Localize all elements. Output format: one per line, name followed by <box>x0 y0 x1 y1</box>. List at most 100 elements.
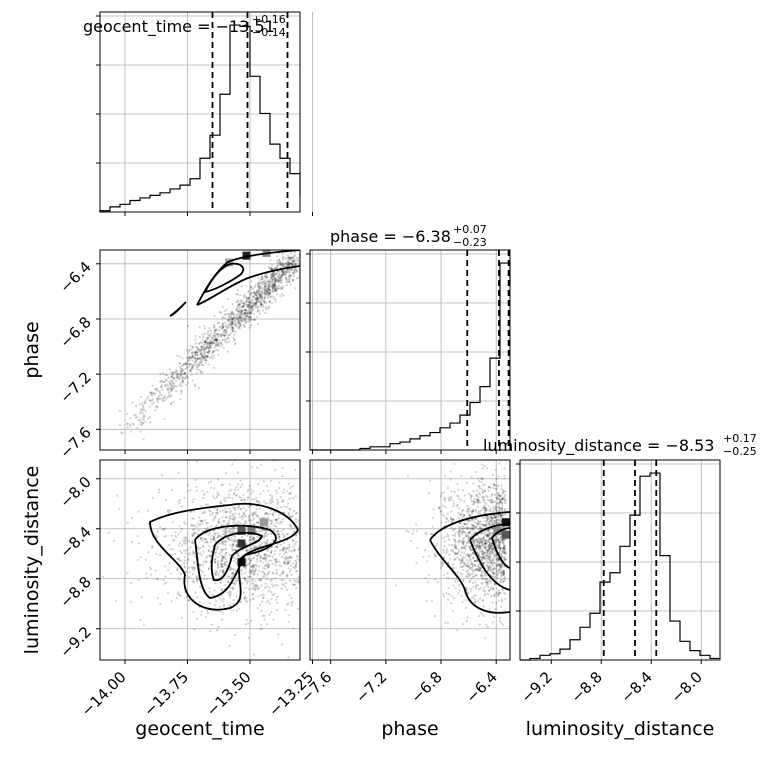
scatter-point <box>447 538 450 541</box>
scatter-point <box>268 554 271 557</box>
scatter-point <box>227 323 230 326</box>
scatter-point <box>221 316 224 319</box>
scatter-point <box>499 591 502 595</box>
scatter-point <box>247 305 250 308</box>
scatter-point <box>187 558 190 561</box>
scatter-point <box>201 355 204 359</box>
scatter-point <box>184 552 187 555</box>
scatter-point <box>219 502 223 505</box>
scatter-point <box>263 288 267 292</box>
scatter-point <box>472 490 475 493</box>
scatter-point <box>188 348 191 351</box>
scatter-point <box>291 600 294 603</box>
scatter-point <box>141 421 144 424</box>
scatter-point <box>231 328 234 331</box>
scatter-point <box>213 561 217 564</box>
scatter-point <box>347 510 349 512</box>
scatter-point <box>491 560 494 563</box>
scatter-point <box>201 489 204 492</box>
scatter-point <box>227 334 230 337</box>
scatter-point <box>445 592 448 595</box>
scatter-point <box>271 284 274 288</box>
scatter-point <box>129 600 133 603</box>
scatter-point <box>484 539 487 542</box>
scatter-point <box>181 376 184 379</box>
scatter-point <box>282 264 286 267</box>
scatter-point <box>223 333 226 337</box>
scatter-point <box>487 568 491 571</box>
scatter-point <box>214 573 217 576</box>
scatter-point <box>478 548 481 551</box>
scatter-point <box>457 488 460 491</box>
scatter-point <box>337 568 339 570</box>
scatter-point <box>209 340 212 343</box>
scatter-point <box>497 569 500 572</box>
scatter-point <box>493 593 497 596</box>
scatter-point <box>483 496 486 499</box>
scatter-point <box>468 573 471 576</box>
scatter-point <box>226 591 229 594</box>
density-cell <box>493 527 502 535</box>
scatter-point <box>460 531 463 534</box>
scatter-point <box>291 271 295 274</box>
scatter-point <box>236 300 239 303</box>
scatter-point <box>202 335 205 338</box>
scatter-point <box>410 539 413 542</box>
scatter-point <box>253 318 256 322</box>
scatter-point <box>271 283 274 286</box>
scatter-point <box>472 524 476 528</box>
scatter-point <box>245 300 249 303</box>
scatter-point <box>219 345 222 348</box>
scatter-point <box>280 506 283 509</box>
scatter-point <box>252 653 255 656</box>
scatter-point <box>467 513 470 516</box>
scatter-point <box>193 562 196 565</box>
scatter-point <box>287 556 290 560</box>
scatter-point <box>268 279 271 282</box>
scatter-point <box>286 256 290 260</box>
scatter-point <box>282 269 285 273</box>
scatter-point <box>226 336 230 339</box>
scatter-point <box>245 579 248 583</box>
scatter-point <box>444 505 447 509</box>
scatter-point <box>303 557 305 559</box>
scatter-point <box>451 518 455 521</box>
scatter-point <box>163 535 166 538</box>
scatter-point <box>154 409 157 412</box>
scatter-point <box>267 566 270 569</box>
scatter-point <box>284 550 287 553</box>
scatter-point <box>333 531 335 533</box>
scatter-point <box>252 303 255 306</box>
scatter-point <box>229 544 232 547</box>
scatter-point <box>445 548 449 551</box>
scatter-point <box>268 289 272 292</box>
scatter-point <box>490 516 493 519</box>
scatter-point <box>197 548 200 551</box>
scatter-point <box>273 274 276 277</box>
scatter-point <box>245 549 248 553</box>
scatter-point <box>247 320 250 323</box>
scatter-point <box>470 495 473 498</box>
scatter-point <box>251 307 255 311</box>
scatter-point <box>270 597 273 601</box>
scatter-point <box>305 582 307 584</box>
density-cell <box>247 527 256 535</box>
scatter-point <box>143 401 147 405</box>
scatter-point <box>501 571 505 575</box>
scatter-point <box>495 570 498 573</box>
scatter-point <box>491 473 494 476</box>
scatter-point <box>273 280 277 283</box>
scatter-point <box>271 287 274 290</box>
scatter-point <box>490 517 493 520</box>
scatter-point <box>501 624 504 627</box>
scatter-point <box>482 561 485 565</box>
scatter-point <box>118 507 121 510</box>
scatter-point <box>203 332 206 335</box>
scatter-point <box>502 550 505 553</box>
scatter-point <box>286 260 289 263</box>
scatter-point <box>203 356 206 360</box>
scatter-point <box>241 320 244 323</box>
scatter-point <box>265 275 269 278</box>
scatter-point <box>225 341 229 344</box>
scatter-point <box>218 552 221 556</box>
